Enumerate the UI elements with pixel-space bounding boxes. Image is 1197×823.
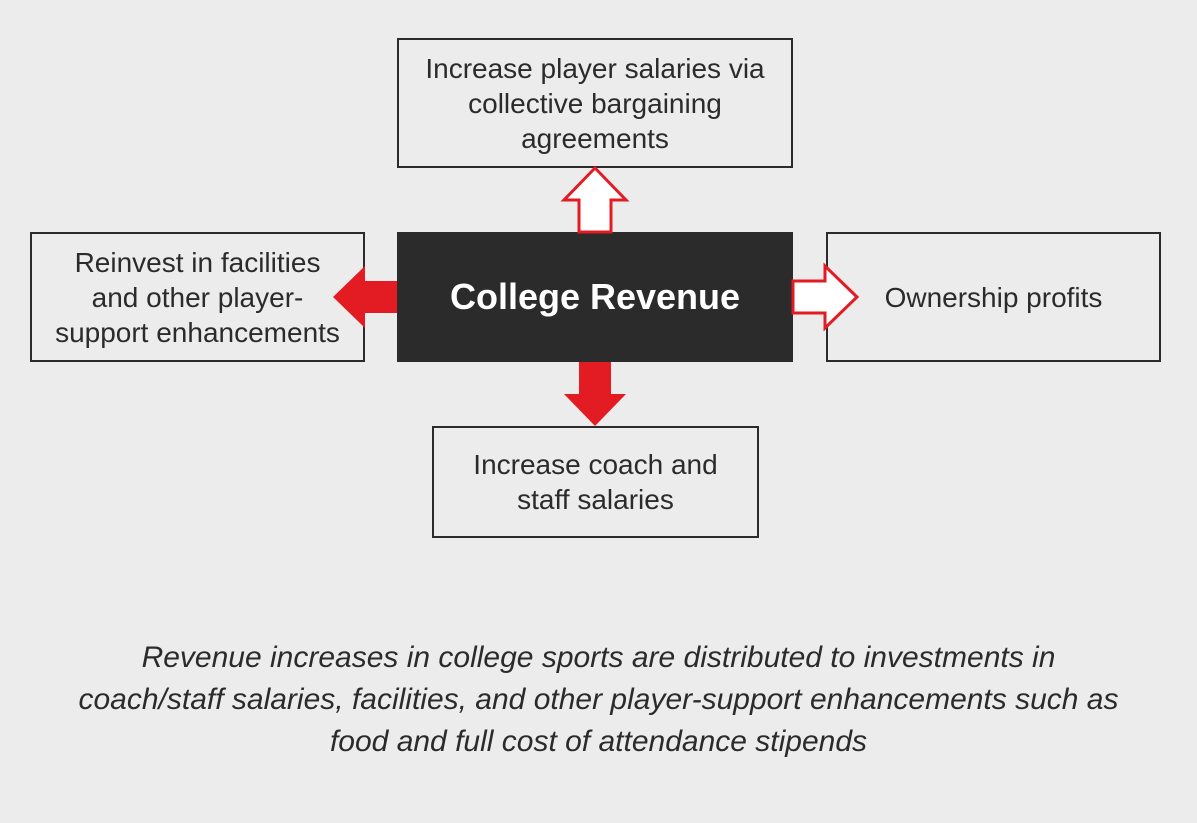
node-left-label: Reinvest in facilities and other player-…	[52, 245, 343, 350]
diagram-caption: Revenue increases in college sports are …	[70, 637, 1127, 763]
caption-text: Revenue increases in college sports are …	[78, 641, 1118, 758]
node-top: Increase player salaries via collective …	[397, 38, 793, 168]
node-bottom-label: Increase coach and staff salaries	[454, 447, 737, 517]
arrow-left-icon	[333, 266, 397, 328]
node-right-label: Ownership profits	[885, 280, 1103, 315]
node-right: Ownership profits	[826, 232, 1161, 362]
node-bottom: Increase coach and staff salaries	[432, 426, 759, 538]
center-node-label: College Revenue	[450, 276, 740, 318]
arrow-up-icon	[564, 168, 626, 232]
node-left: Reinvest in facilities and other player-…	[30, 232, 365, 362]
node-top-label: Increase player salaries via collective …	[419, 51, 771, 156]
arrow-down-icon	[564, 362, 626, 426]
arrow-right-icon	[793, 266, 857, 328]
center-node: College Revenue	[397, 232, 793, 362]
